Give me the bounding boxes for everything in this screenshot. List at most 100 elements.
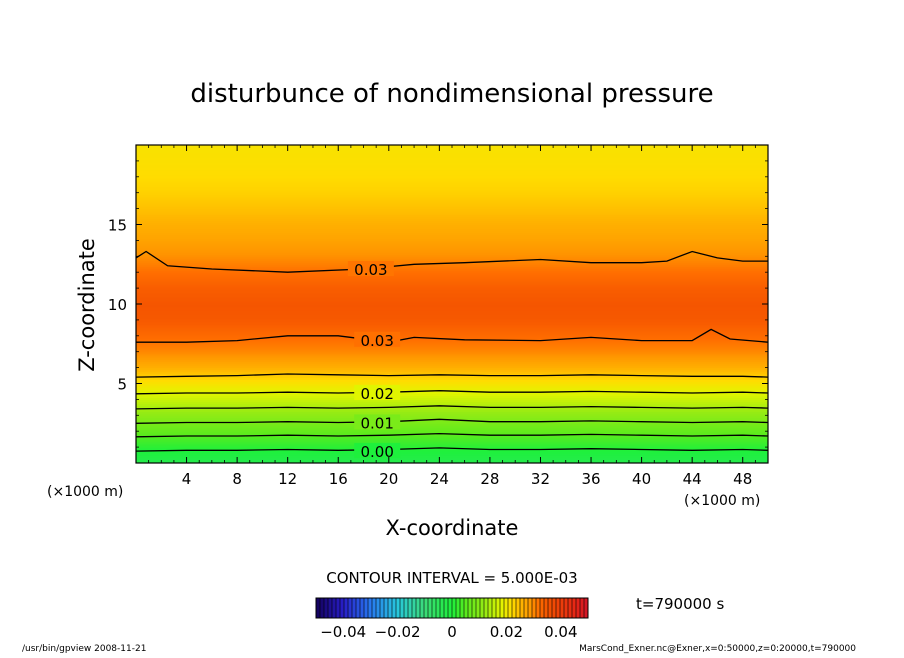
colorbar-cell	[528, 598, 533, 618]
field-band	[136, 401, 768, 404]
contour-line	[136, 250, 768, 273]
field-band	[136, 315, 768, 319]
field-band	[136, 150, 768, 154]
field-band	[136, 224, 768, 228]
field-band	[136, 158, 768, 162]
y-tick-label: 5	[117, 376, 127, 394]
colorbar-cell	[556, 598, 561, 618]
colorbar-ticks: −0.04 −0.02 0 0.02 0.04	[320, 623, 577, 641]
field-band	[136, 347, 768, 351]
field-band	[136, 383, 768, 387]
field-band	[136, 345, 768, 349]
field-band	[136, 455, 768, 458]
field-band	[136, 148, 768, 152]
field-band	[136, 208, 768, 212]
field-band	[136, 451, 768, 454]
colorbar-cell	[560, 598, 565, 618]
colorbar-cell	[568, 598, 573, 618]
field-band	[136, 210, 768, 214]
field-band	[136, 319, 768, 323]
y-axis-label: Z-coordinate	[75, 238, 99, 372]
y-axis-ticks: 5 10 15	[108, 160, 768, 448]
colorbar-cell	[564, 598, 569, 618]
colorbar-cell	[372, 598, 377, 618]
field-band	[136, 222, 768, 226]
colorbar-cell	[412, 598, 417, 618]
field-band	[136, 152, 768, 156]
field-band	[136, 353, 768, 357]
field-band	[136, 180, 768, 184]
field-band	[136, 154, 768, 158]
field-band	[136, 395, 768, 399]
field-band	[136, 246, 768, 249]
field-band	[136, 232, 768, 236]
colorbar-cell	[456, 598, 461, 618]
colorbar-cell	[356, 598, 361, 618]
field-band	[136, 184, 768, 188]
colorbar-cell	[328, 598, 333, 618]
field-band	[136, 341, 768, 345]
field-band	[136, 252, 768, 255]
field-band	[136, 266, 768, 269]
field-band	[136, 323, 768, 327]
field-band	[136, 294, 768, 297]
contour-lines	[136, 250, 768, 452]
field-band	[136, 385, 768, 389]
contour-line	[136, 328, 768, 343]
colorbar-tick-label: 0.02	[490, 623, 523, 641]
field-band	[136, 194, 768, 198]
field-band	[136, 321, 768, 325]
field-band	[136, 387, 768, 391]
colorbar-cell	[400, 598, 405, 618]
colorbar-cell	[480, 598, 485, 618]
field-band	[136, 441, 768, 444]
colorbar-cell	[500, 598, 505, 618]
field-band	[136, 351, 768, 355]
field-band	[136, 445, 768, 448]
field-band	[136, 403, 768, 406]
field-band	[136, 453, 768, 456]
field-band	[136, 381, 768, 385]
field-band	[136, 178, 768, 182]
field-band	[136, 196, 768, 200]
field-band	[136, 304, 768, 307]
colorbar-cell	[428, 598, 433, 618]
field-band	[136, 192, 768, 196]
colorbar-cell	[540, 598, 545, 618]
field-band	[136, 367, 768, 371]
field-band	[136, 162, 768, 166]
field-band	[136, 359, 768, 363]
field-band	[136, 399, 768, 402]
colorbar-cell	[380, 598, 385, 618]
contour-label: 0.02	[360, 385, 393, 403]
field-band	[136, 240, 768, 243]
colorbar-cell	[532, 598, 537, 618]
colorbar-cell	[416, 598, 421, 618]
field-band	[136, 329, 768, 333]
field-band	[136, 327, 768, 331]
field-band	[136, 186, 768, 190]
field-band	[136, 339, 768, 343]
x-tick-label: 16	[329, 470, 348, 488]
field-band	[136, 371, 768, 375]
colorbar-cell	[472, 598, 477, 618]
field-band	[136, 272, 768, 275]
field-band	[136, 357, 768, 361]
contour-labels: 0.00 0.01 0.02 0.03 0.03	[347, 261, 401, 461]
field-band	[136, 298, 768, 301]
x-tick-label: 48	[733, 470, 752, 488]
colorbar-cell	[340, 598, 345, 618]
colorbar-cell	[552, 598, 557, 618]
colorbar-cell	[496, 598, 501, 618]
field-band	[136, 437, 768, 440]
colorbar-cell	[320, 598, 325, 618]
field-band	[136, 363, 768, 367]
colorbar-cell	[352, 598, 357, 618]
colorbar-cell	[336, 598, 341, 618]
contour-line	[136, 405, 768, 410]
colorbar-cell	[316, 598, 321, 618]
field-band	[136, 325, 768, 329]
field-band	[136, 397, 768, 400]
field-band	[136, 258, 768, 261]
field-band	[136, 226, 768, 230]
